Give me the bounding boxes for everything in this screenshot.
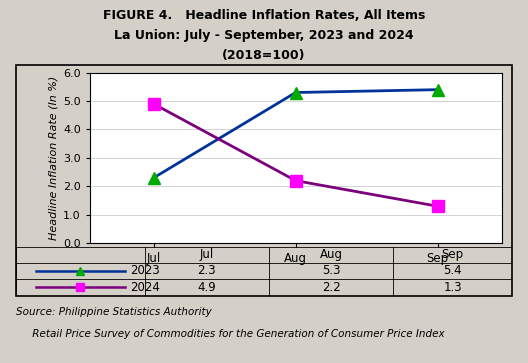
- Text: 5.4: 5.4: [444, 264, 462, 277]
- Text: 2023: 2023: [130, 264, 160, 277]
- Text: 2.3: 2.3: [197, 264, 216, 277]
- Text: (2018=100): (2018=100): [222, 49, 306, 62]
- Text: Jul: Jul: [200, 248, 214, 261]
- Text: La Union: July - September, 2023 and 2024: La Union: July - September, 2023 and 202…: [114, 29, 414, 42]
- Text: 2.2: 2.2: [322, 281, 341, 294]
- Text: FIGURE 4.   Headline Inflation Rates, All Items: FIGURE 4. Headline Inflation Rates, All …: [103, 9, 425, 22]
- Text: 1.3: 1.3: [444, 281, 462, 294]
- Text: Source: Philippine Statistics Authority: Source: Philippine Statistics Authority: [16, 307, 212, 317]
- Text: 2024: 2024: [130, 281, 160, 294]
- Text: 5.3: 5.3: [322, 264, 340, 277]
- Text: Sep: Sep: [441, 248, 464, 261]
- Text: Aug: Aug: [319, 248, 343, 261]
- Y-axis label: Headline Inflation Rate (In %): Headline Inflation Rate (In %): [49, 76, 59, 240]
- Text: 4.9: 4.9: [197, 281, 216, 294]
- Text: Retail Price Survey of Commodities for the Generation of Consumer Price Index: Retail Price Survey of Commodities for t…: [16, 329, 445, 339]
